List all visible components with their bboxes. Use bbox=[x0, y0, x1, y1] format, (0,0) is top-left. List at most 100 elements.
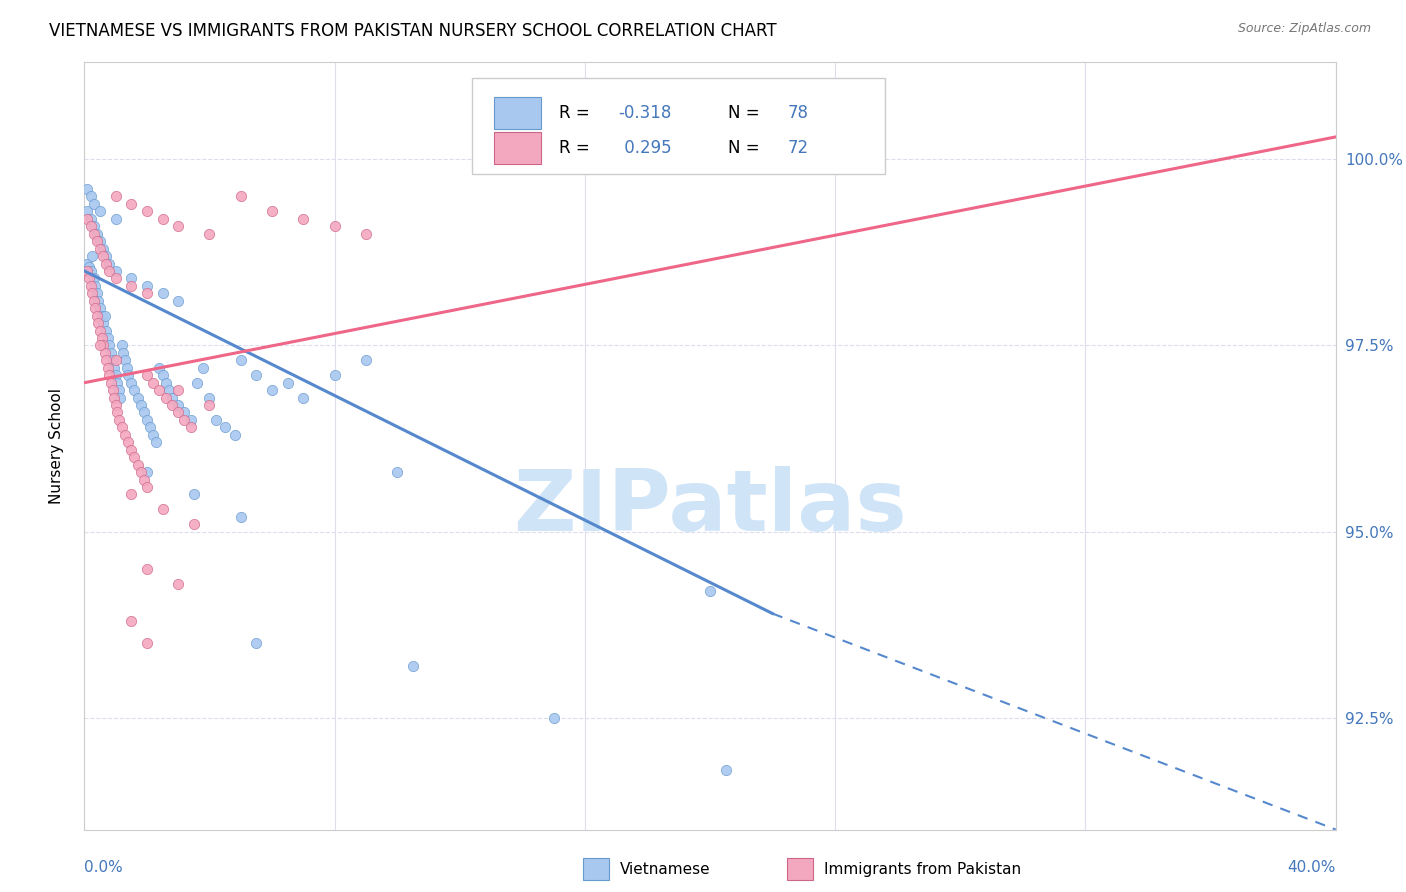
Point bbox=[91, 316, 114, 330]
Point bbox=[543, 711, 565, 725]
Point bbox=[139, 420, 162, 434]
Point bbox=[87, 293, 110, 308]
Point bbox=[142, 376, 165, 390]
Point bbox=[245, 368, 267, 383]
Point bbox=[86, 286, 108, 301]
Point bbox=[160, 398, 183, 412]
Text: Source: ZipAtlas.com: Source: ZipAtlas.com bbox=[1237, 22, 1371, 36]
Point bbox=[323, 368, 346, 383]
Point bbox=[204, 413, 226, 427]
Point bbox=[76, 204, 98, 219]
Point bbox=[198, 391, 221, 405]
Text: Vietnamese: Vietnamese bbox=[620, 863, 710, 877]
Text: 72: 72 bbox=[787, 139, 808, 157]
Point bbox=[83, 227, 105, 241]
Point bbox=[127, 458, 149, 472]
Point bbox=[155, 391, 177, 405]
Point bbox=[167, 576, 190, 591]
Text: 0.295: 0.295 bbox=[619, 139, 671, 157]
Point bbox=[101, 383, 124, 397]
Point bbox=[89, 242, 111, 256]
Point bbox=[183, 517, 205, 532]
Point bbox=[87, 316, 110, 330]
Point bbox=[90, 309, 112, 323]
Point bbox=[89, 338, 111, 352]
Point bbox=[98, 256, 121, 270]
Point bbox=[91, 242, 114, 256]
Point bbox=[385, 465, 409, 479]
Point bbox=[104, 264, 127, 278]
Point bbox=[98, 338, 121, 352]
Point bbox=[136, 480, 159, 494]
Point bbox=[98, 264, 121, 278]
Point bbox=[120, 442, 142, 457]
Point bbox=[120, 376, 142, 390]
Point bbox=[83, 271, 105, 285]
Point bbox=[86, 227, 108, 241]
Point bbox=[173, 405, 195, 419]
Text: R =: R = bbox=[558, 139, 595, 157]
Point bbox=[100, 376, 122, 390]
Point bbox=[89, 324, 111, 338]
Point bbox=[136, 278, 159, 293]
Point bbox=[104, 398, 127, 412]
Point bbox=[157, 383, 180, 397]
Point bbox=[198, 398, 221, 412]
Point bbox=[127, 391, 149, 405]
Point bbox=[129, 465, 152, 479]
Point bbox=[104, 353, 127, 368]
Point bbox=[120, 197, 142, 211]
Point bbox=[76, 211, 98, 226]
Point bbox=[167, 383, 190, 397]
Point bbox=[98, 368, 121, 383]
Point bbox=[112, 346, 135, 360]
Point bbox=[354, 353, 377, 368]
Point bbox=[136, 413, 159, 427]
Bar bbox=[494, 132, 541, 164]
Point bbox=[114, 427, 136, 442]
Point bbox=[97, 331, 120, 345]
Point bbox=[110, 391, 132, 405]
Point bbox=[262, 383, 284, 397]
Point bbox=[117, 435, 139, 450]
Text: N =: N = bbox=[727, 103, 765, 122]
Point bbox=[354, 227, 377, 241]
Text: N =: N = bbox=[727, 139, 765, 157]
Point bbox=[79, 278, 101, 293]
Bar bbox=[494, 97, 541, 129]
Point bbox=[96, 256, 118, 270]
Point bbox=[76, 264, 98, 278]
Text: 78: 78 bbox=[787, 103, 808, 122]
Text: Immigrants from Pakistan: Immigrants from Pakistan bbox=[824, 863, 1021, 877]
Point bbox=[100, 346, 122, 360]
Point bbox=[84, 278, 107, 293]
Point bbox=[79, 211, 101, 226]
Point bbox=[83, 197, 105, 211]
Point bbox=[323, 219, 346, 234]
Point bbox=[114, 353, 136, 368]
Point bbox=[148, 360, 170, 375]
Point bbox=[104, 271, 127, 285]
Point bbox=[152, 211, 174, 226]
Point bbox=[111, 338, 134, 352]
Point bbox=[229, 509, 252, 524]
Point bbox=[93, 309, 115, 323]
Point bbox=[79, 219, 101, 234]
Point bbox=[93, 346, 115, 360]
Point bbox=[142, 427, 165, 442]
Point bbox=[96, 324, 118, 338]
Point bbox=[111, 420, 134, 434]
Point bbox=[97, 360, 120, 375]
Point bbox=[76, 256, 98, 270]
Point bbox=[167, 293, 190, 308]
Point bbox=[229, 189, 252, 203]
Point bbox=[96, 249, 118, 263]
Point bbox=[180, 413, 202, 427]
Point bbox=[136, 636, 159, 650]
Point bbox=[104, 189, 127, 203]
Point bbox=[245, 636, 267, 650]
Point bbox=[115, 360, 138, 375]
Text: -0.318: -0.318 bbox=[619, 103, 672, 122]
Point bbox=[104, 211, 127, 226]
Point bbox=[180, 420, 202, 434]
